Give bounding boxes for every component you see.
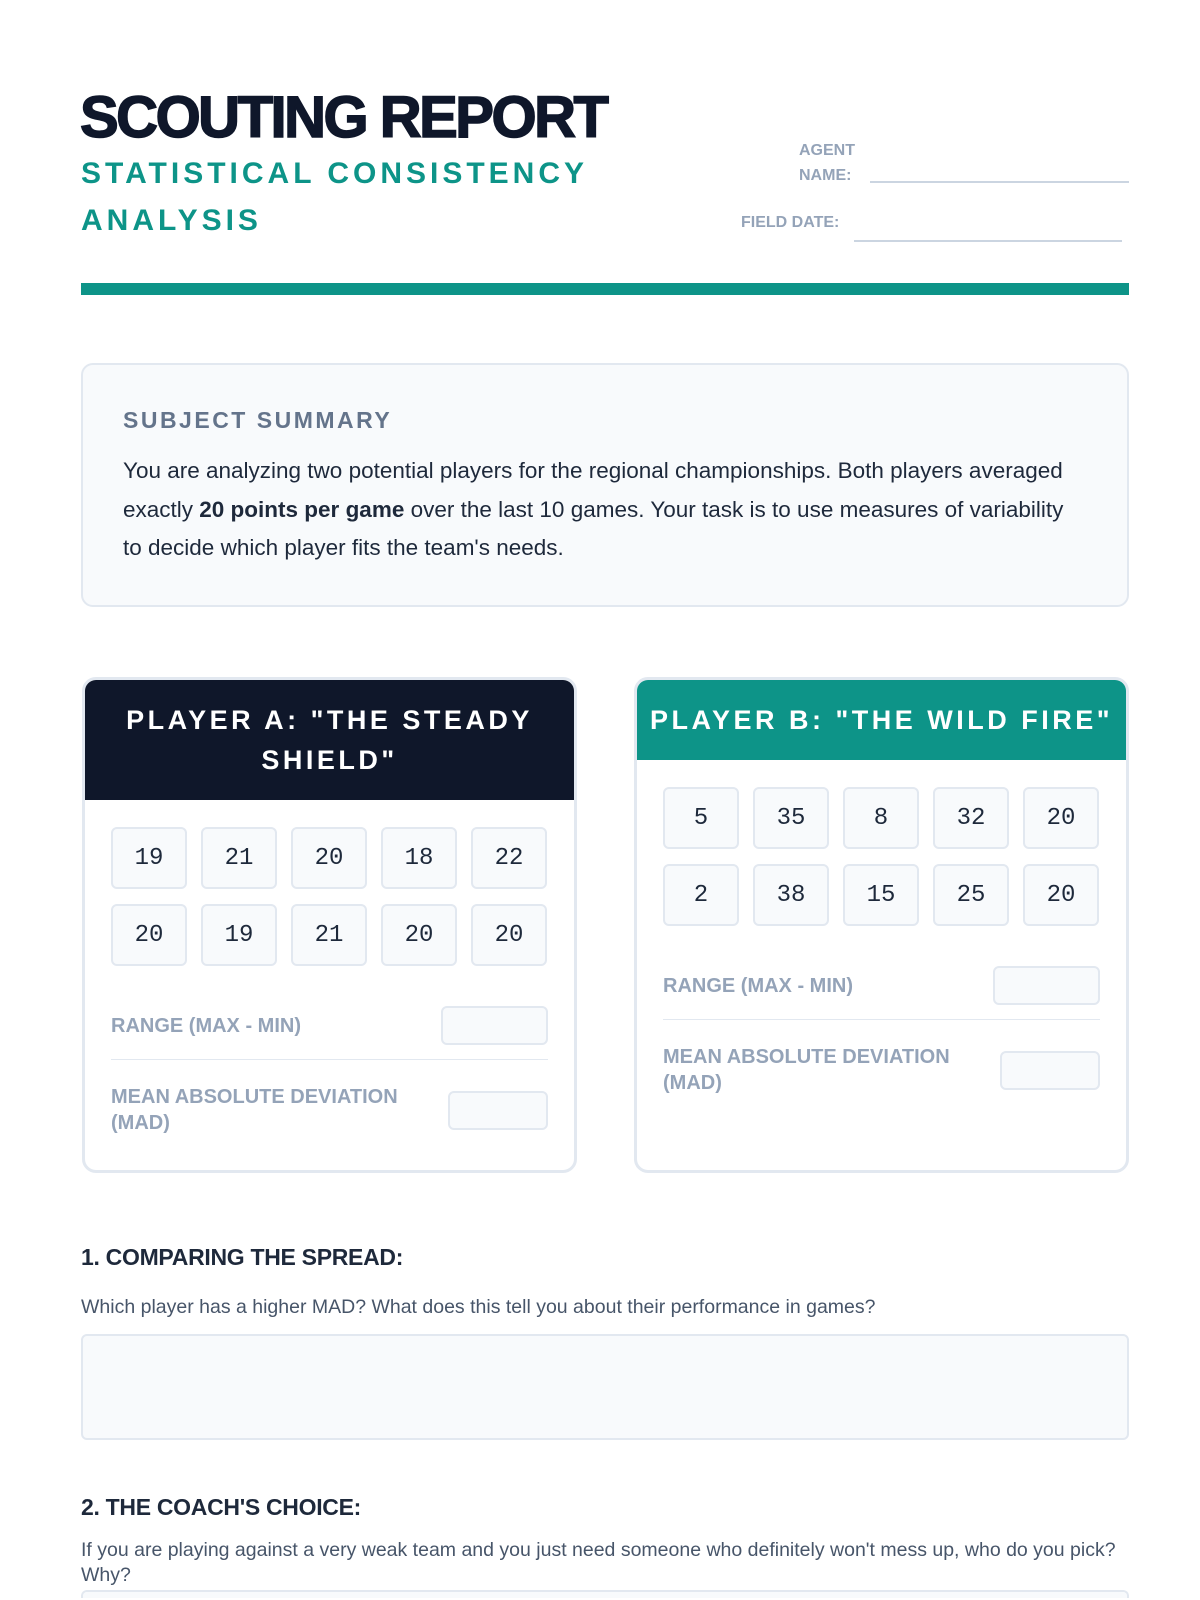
score-cell: 32 bbox=[933, 787, 1009, 849]
score-cell: 38 bbox=[753, 864, 829, 926]
player-b-mad-input[interactable] bbox=[1000, 1050, 1100, 1090]
answer-1-input[interactable] bbox=[81, 1334, 1129, 1440]
field-date-field[interactable] bbox=[854, 240, 1122, 242]
score-cell: 35 bbox=[753, 787, 829, 849]
score-cell: 21 bbox=[201, 827, 277, 889]
agent-name-field[interactable] bbox=[870, 181, 1129, 183]
question-heading: 1. COMPARING THE SPREAD: bbox=[81, 1244, 404, 1270]
subject-summary: SUBJECT SUMMARY You are analyzing two po… bbox=[81, 363, 1129, 607]
question-prompt: If you are playing against a very weak t… bbox=[81, 1539, 1116, 1586]
player-b-range-row: RANGE (MAX - MIN) bbox=[663, 966, 1100, 1020]
question-1: 1. COMPARING THE SPREAD: Which player ha… bbox=[81, 1244, 1129, 1440]
agent-name-label: AGENT NAME: bbox=[799, 138, 855, 188]
answer-2-input[interactable] bbox=[81, 1590, 1129, 1598]
score-cell: 20 bbox=[111, 904, 187, 966]
score-cell: 20 bbox=[1023, 864, 1099, 926]
mad-label: MEAN ABSOLUTE DEVIATION (MAD) bbox=[111, 1086, 398, 1134]
player-a-card: PLAYER A: "THE STEADY SHIELD" 19 21 20 18 22… bbox=[82, 677, 577, 1173]
player-a-range-input[interactable] bbox=[441, 1006, 548, 1045]
score-cell: 8 bbox=[843, 787, 919, 849]
field-date-label: FIELD DATE: bbox=[741, 214, 840, 231]
player-a-range-row: RANGE (MAX - MIN) bbox=[111, 1006, 548, 1060]
page-subtitle: STATISTICAL CONSISTENCY ANALYSIS bbox=[81, 157, 588, 237]
player-b-range-input[interactable] bbox=[993, 966, 1100, 1005]
player-a-mad-input[interactable] bbox=[448, 1090, 548, 1130]
summary-text-part: You are analyzing two potential players … bbox=[123, 458, 1063, 522]
question-heading: 2. THE COACH'S CHOICE: bbox=[81, 1494, 362, 1520]
score-cell: 18 bbox=[381, 827, 457, 889]
player-a-scores: 19 21 20 18 22 20 19 21 20 20 bbox=[85, 800, 574, 966]
question-prompt: Which player has a higher MAD? What does… bbox=[81, 1296, 876, 1318]
score-cell: 19 bbox=[111, 827, 187, 889]
summary-text: You are analyzing two potential players … bbox=[123, 452, 1087, 568]
score-cell: 22 bbox=[471, 827, 547, 889]
player-a-mad-row: MEAN ABSOLUTE DEVIATION (MAD) bbox=[111, 1084, 548, 1136]
score-cell: 20 bbox=[471, 904, 547, 966]
score-cell: 19 bbox=[201, 904, 277, 966]
player-b-mad-row: MEAN ABSOLUTE DEVIATION (MAD) bbox=[663, 1044, 1100, 1096]
range-label: RANGE (MAX - MIN) bbox=[663, 974, 853, 997]
range-label: RANGE (MAX - MIN) bbox=[111, 1014, 301, 1037]
score-cell: 20 bbox=[1023, 787, 1099, 849]
player-b-card: PLAYER B: "THE WILD FIRE" 5 35 8 32 20 2 38 15 2… bbox=[634, 677, 1129, 1173]
page-title: SCOUTING REPORT bbox=[79, 84, 609, 151]
score-cell: 2 bbox=[663, 864, 739, 926]
score-cell: 5 bbox=[663, 787, 739, 849]
player-a-title: PLAYER A: "THE STEADY SHIELD" bbox=[85, 680, 574, 800]
mad-label: MEAN ABSOLUTE DEVIATION (MAD) bbox=[663, 1046, 950, 1094]
agent-name-label-line1: AGENT bbox=[799, 142, 855, 159]
agent-name-label-line2: NAME: bbox=[799, 167, 852, 184]
summary-heading: SUBJECT SUMMARY bbox=[123, 407, 393, 433]
score-cell: 15 bbox=[843, 864, 919, 926]
player-b-scores: 5 35 8 32 20 2 38 15 25 20 bbox=[637, 760, 1126, 926]
question-2: 2. THE COACH'S CHOICE: If you are playin… bbox=[81, 1494, 1129, 1598]
player-b-title: PLAYER B: "THE WILD FIRE" bbox=[637, 680, 1126, 760]
summary-text-part: over the last 10 games. Your task is to … bbox=[123, 496, 1064, 561]
header-divider bbox=[81, 283, 1129, 295]
score-cell: 20 bbox=[381, 904, 457, 966]
summary-emphasis: 20 points per game bbox=[199, 496, 405, 522]
score-cell: 25 bbox=[933, 864, 1009, 926]
score-cell: 21 bbox=[291, 904, 367, 966]
score-cell: 20 bbox=[291, 827, 367, 889]
